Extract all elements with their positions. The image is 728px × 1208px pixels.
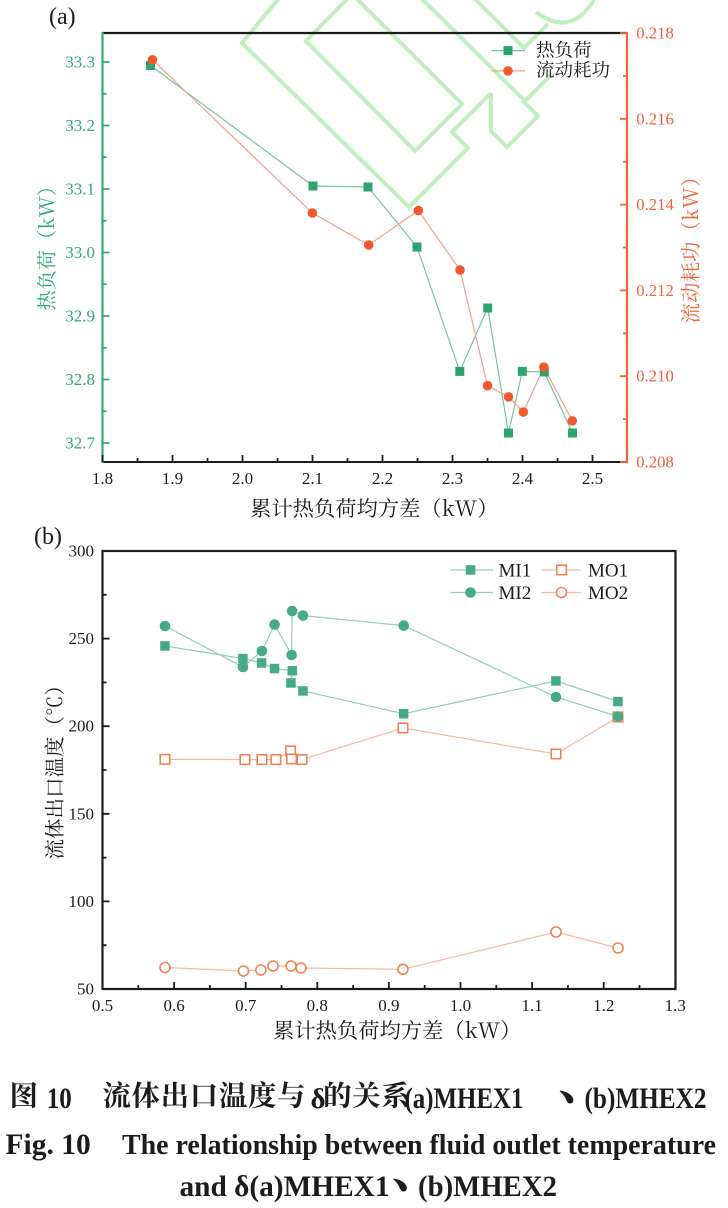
svg-text:Fig. 10: Fig. 10 <box>6 1129 91 1161</box>
svg-text:1.1: 1.1 <box>521 996 542 1015</box>
svg-text:300: 300 <box>69 542 95 561</box>
svg-text:MI1: MI1 <box>499 560 532 581</box>
svg-text:MO2: MO2 <box>588 583 628 604</box>
svg-text:(b): (b) <box>34 524 62 550</box>
svg-text:50: 50 <box>77 980 94 999</box>
svg-text:250: 250 <box>69 629 95 648</box>
svg-text:0.6: 0.6 <box>163 996 184 1015</box>
svg-text:33.2: 33.2 <box>65 116 95 135</box>
svg-text:150: 150 <box>69 804 95 823</box>
svg-text:2.1: 2.1 <box>302 469 323 488</box>
svg-text:0.7: 0.7 <box>235 996 257 1015</box>
svg-text:The relationship between fluid: The relationship between fluid outlet te… <box>122 1129 716 1161</box>
svg-text:100: 100 <box>69 892 95 911</box>
svg-text:10: 10 <box>47 1082 72 1115</box>
svg-text:1.0: 1.0 <box>450 996 471 1015</box>
svg-text:2.4: 2.4 <box>512 469 534 488</box>
svg-text:0.208: 0.208 <box>636 453 674 472</box>
svg-text:0.210: 0.210 <box>636 367 674 386</box>
svg-text:MI2: MI2 <box>499 583 532 604</box>
svg-text:(a)MHEX1: (a)MHEX1 <box>405 1082 524 1115</box>
svg-text:MO1: MO1 <box>588 560 628 581</box>
svg-text:200: 200 <box>69 717 95 736</box>
svg-text:33.3: 33.3 <box>65 53 95 72</box>
svg-text:32.7: 32.7 <box>65 434 95 453</box>
svg-text:and δ(a)MHEX1: and δ(a)MHEX1 <box>180 1170 390 1203</box>
svg-text:1.3: 1.3 <box>665 996 686 1015</box>
svg-text:2.2: 2.2 <box>372 469 393 488</box>
svg-text:1.9: 1.9 <box>162 469 183 488</box>
svg-text:33.1: 33.1 <box>65 180 95 199</box>
svg-text:δ: δ <box>311 1083 326 1115</box>
svg-text:0.216: 0.216 <box>636 109 674 128</box>
svg-text:32.9: 32.9 <box>65 307 95 326</box>
svg-text:2.3: 2.3 <box>442 469 463 488</box>
svg-text:33.0: 33.0 <box>65 243 95 262</box>
svg-text:(b)MHEX2: (b)MHEX2 <box>418 1170 557 1203</box>
svg-text:0.9: 0.9 <box>378 996 399 1015</box>
svg-text:2.5: 2.5 <box>582 469 603 488</box>
svg-text:32.8: 32.8 <box>65 370 95 389</box>
svg-text:2.0: 2.0 <box>232 469 253 488</box>
svg-text:0.5: 0.5 <box>92 996 113 1015</box>
svg-text:0.218: 0.218 <box>636 24 674 43</box>
svg-text:1.8: 1.8 <box>92 469 113 488</box>
svg-text:0.214: 0.214 <box>636 195 674 214</box>
svg-text:(b)MHEX2: (b)MHEX2 <box>585 1082 707 1115</box>
svg-text:(a): (a) <box>49 4 76 30</box>
svg-text:0.212: 0.212 <box>636 281 674 300</box>
svg-text:0.8: 0.8 <box>307 996 328 1015</box>
svg-text:1.2: 1.2 <box>593 996 614 1015</box>
